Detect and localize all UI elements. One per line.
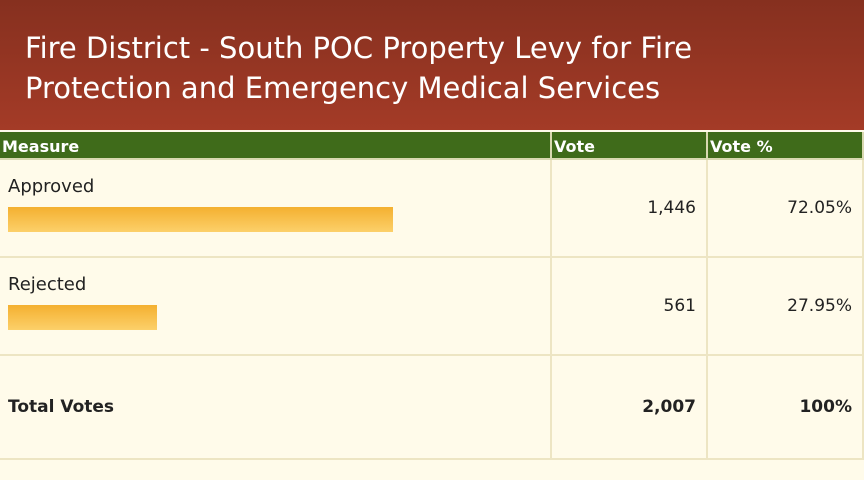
vote-count: 1,446 [647,198,696,218]
vote-cell: 1,446 [552,160,708,258]
percent-cell: 72.05% [708,160,864,258]
header: Fire District - South POC Property Levy … [0,0,864,130]
vote-count: 561 [663,296,696,316]
vote-percent: 72.05% [787,198,852,218]
percent-cell: 27.95% [708,258,864,356]
vote-percent: 27.95% [787,296,852,316]
total-label: Total Votes [8,397,115,417]
total-percent-cell: 100% [708,356,864,460]
vote-bar [8,305,158,330]
measure-label: Rejected [8,274,87,295]
total-vote: 2,007 [642,397,696,417]
total-label-cell: Total Votes [0,356,552,460]
total-vote-cell: 2,007 [552,356,708,460]
measure-label: Approved [8,176,95,197]
column-header: Measure [0,132,552,160]
total-percent: 100% [799,397,852,417]
title: Fire District - South POC Property Levy … [25,31,693,105]
column-header: Vote % [708,132,864,160]
column-header: Vote [552,132,708,160]
measure-cell: Rejected [0,258,552,356]
measure-cell: Approved [0,160,552,258]
vote-bar [8,207,393,232]
vote-cell: 561 [552,258,708,356]
